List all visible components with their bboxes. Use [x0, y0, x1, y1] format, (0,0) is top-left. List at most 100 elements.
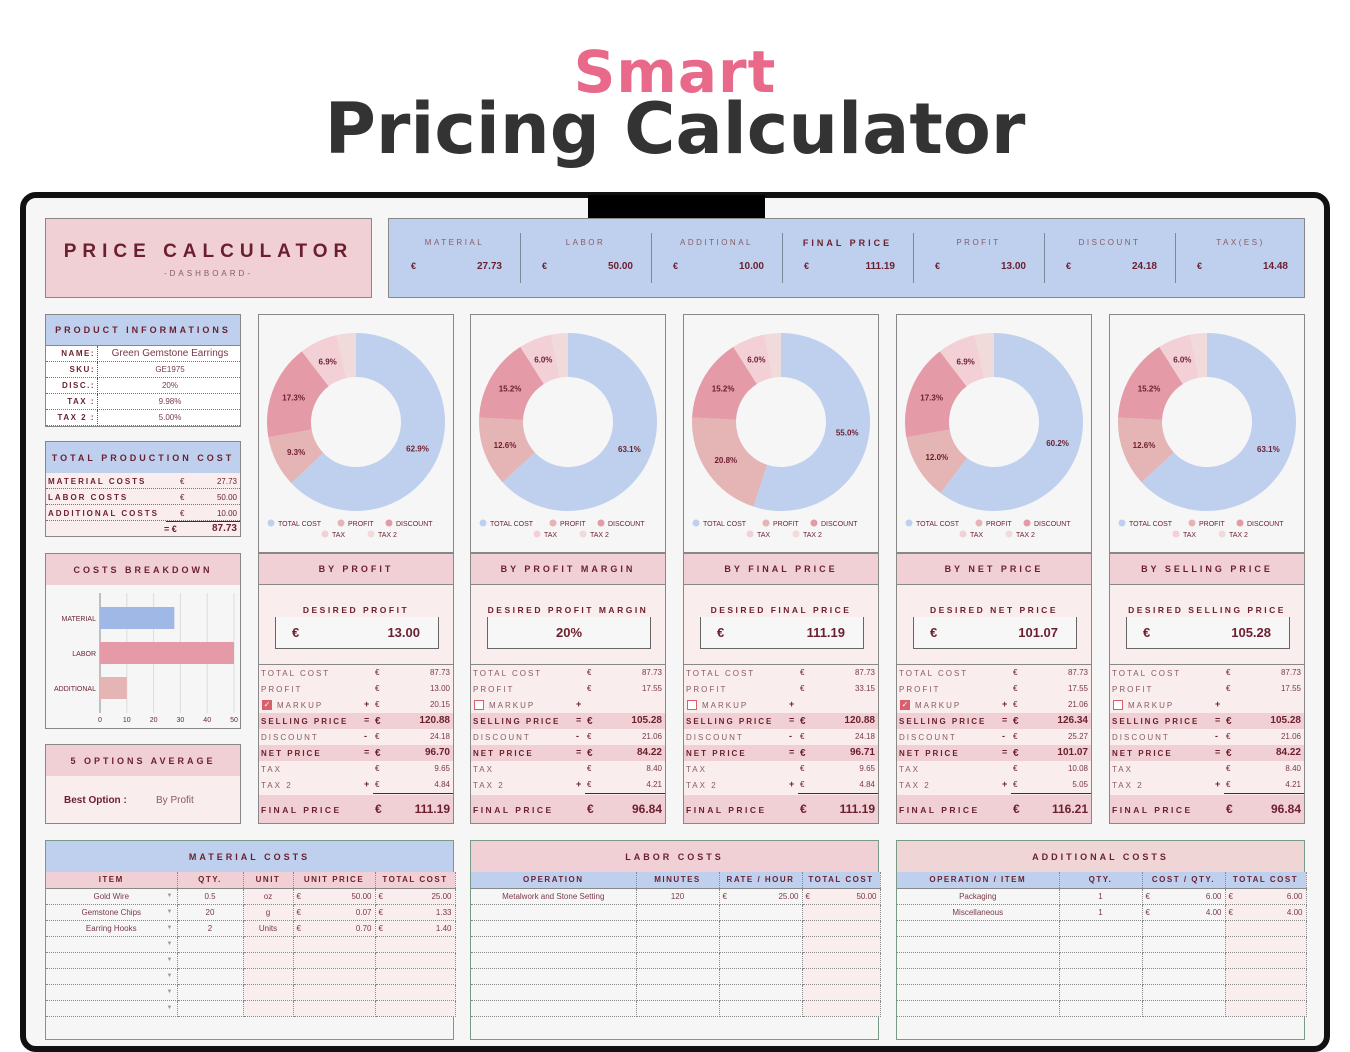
desired-value-input[interactable]: €13.00	[275, 617, 439, 649]
markup-checkbox-checked[interactable]: ✓	[900, 700, 910, 710]
table-cell[interactable]: ▼	[46, 968, 178, 985]
table-cell[interactable]	[375, 936, 456, 953]
table-cell[interactable]	[719, 936, 803, 953]
table-cell[interactable]	[375, 984, 456, 1001]
table-cell[interactable]: Units	[243, 920, 294, 937]
table-cell[interactable]	[636, 1000, 720, 1017]
table-cell[interactable]	[719, 984, 803, 1001]
table-cell[interactable]	[636, 952, 720, 969]
desired-value-input[interactable]: €101.07	[913, 617, 1077, 649]
markup-checkbox[interactable]	[474, 700, 484, 710]
table-cell[interactable]	[1142, 1000, 1226, 1017]
table-cell[interactable]	[802, 1000, 881, 1017]
table-cell[interactable]	[897, 984, 1060, 1001]
table-cell[interactable]	[1225, 920, 1307, 937]
table-cell[interactable]	[1142, 984, 1226, 1001]
dropdown-arrow-icon[interactable]: ▼	[166, 988, 173, 995]
table-cell[interactable]	[897, 920, 1060, 937]
table-cell[interactable]	[243, 984, 294, 1001]
table-cell[interactable]	[243, 952, 294, 969]
table-cell[interactable]	[1059, 920, 1143, 937]
table-cell[interactable]: €4.00	[1225, 904, 1307, 921]
table-cell[interactable]	[802, 968, 881, 985]
table-cell[interactable]	[636, 920, 720, 937]
table-cell[interactable]	[897, 936, 1060, 953]
table-cell[interactable]	[1059, 968, 1143, 985]
table-cell[interactable]	[1059, 1000, 1143, 1017]
table-cell[interactable]	[243, 1000, 294, 1017]
table-cell[interactable]: ▼	[46, 936, 178, 953]
table-cell[interactable]	[1225, 936, 1307, 953]
table-cell[interactable]: 120	[636, 888, 720, 905]
table-cell[interactable]	[719, 904, 803, 921]
table-cell[interactable]	[719, 1000, 803, 1017]
dropdown-arrow-icon[interactable]: ▼	[166, 908, 173, 915]
table-cell[interactable]	[1059, 952, 1143, 969]
table-cell[interactable]	[1142, 936, 1226, 953]
table-cell[interactable]	[719, 920, 803, 937]
table-cell[interactable]	[802, 936, 881, 953]
dropdown-arrow-icon[interactable]: ▼	[166, 972, 173, 979]
table-cell[interactable]	[1059, 936, 1143, 953]
table-cell[interactable]	[177, 968, 244, 985]
table-cell[interactable]	[471, 936, 637, 953]
table-cell[interactable]: ▼	[46, 1000, 178, 1017]
table-cell[interactable]: 0.5	[177, 888, 244, 905]
dropdown-arrow-icon[interactable]: ▼	[166, 892, 173, 899]
table-cell[interactable]: 1	[1059, 904, 1143, 921]
table-cell[interactable]	[802, 952, 881, 969]
table-cell[interactable]: €4.00	[1142, 904, 1226, 921]
dropdown-arrow-icon[interactable]: ▼	[166, 1004, 173, 1011]
table-cell[interactable]	[243, 968, 294, 985]
table-cell[interactable]	[471, 1000, 637, 1017]
table-cell[interactable]	[719, 952, 803, 969]
dropdown-arrow-icon[interactable]: ▼	[166, 956, 173, 963]
table-cell[interactable]	[375, 968, 456, 985]
table-cell[interactable]	[177, 936, 244, 953]
table-cell[interactable]: Earring Hooks ▼	[46, 920, 178, 937]
table-cell[interactable]	[719, 968, 803, 985]
table-cell[interactable]	[471, 968, 637, 985]
table-cell[interactable]: 1	[1059, 888, 1143, 905]
table-cell[interactable]: Miscellaneous	[897, 904, 1060, 921]
table-cell[interactable]	[802, 920, 881, 937]
table-cell[interactable]	[802, 904, 881, 921]
table-cell[interactable]	[897, 1000, 1060, 1017]
markup-checkbox-checked[interactable]: ✓	[262, 700, 272, 710]
table-cell[interactable]: 2	[177, 920, 244, 937]
table-cell[interactable]	[1225, 968, 1307, 985]
table-cell[interactable]: g	[243, 904, 294, 921]
table-cell[interactable]	[471, 952, 637, 969]
table-cell[interactable]	[802, 984, 881, 1001]
table-cell[interactable]	[1225, 984, 1307, 1001]
table-cell[interactable]	[636, 936, 720, 953]
table-cell[interactable]: ▼	[46, 952, 178, 969]
table-cell[interactable]	[471, 984, 637, 1001]
table-cell[interactable]: €25.00	[375, 888, 456, 905]
desired-value-input[interactable]: 20%	[487, 617, 651, 649]
table-cell[interactable]	[375, 1000, 456, 1017]
table-cell[interactable]: Gemstone Chips ▼	[46, 904, 178, 921]
table-cell[interactable]: Metalwork and Stone Setting	[471, 888, 637, 905]
dropdown-arrow-icon[interactable]: ▼	[166, 940, 173, 947]
table-cell[interactable]: €0.70	[293, 920, 376, 937]
dropdown-arrow-icon[interactable]: ▼	[166, 924, 173, 931]
desired-value-input[interactable]: €111.19	[700, 617, 864, 649]
table-cell[interactable]	[636, 984, 720, 1001]
table-cell[interactable]	[293, 984, 376, 1001]
table-cell[interactable]: Gold Wire ▼	[46, 888, 178, 905]
table-cell[interactable]: ▼	[46, 984, 178, 1001]
table-cell[interactable]: 20	[177, 904, 244, 921]
table-cell[interactable]	[897, 968, 1060, 985]
table-cell[interactable]: Packaging	[897, 888, 1060, 905]
desired-value-input[interactable]: €105.28	[1126, 617, 1290, 649]
table-cell[interactable]	[471, 904, 637, 921]
table-cell[interactable]	[897, 952, 1060, 969]
table-cell[interactable]	[1142, 920, 1226, 937]
table-cell[interactable]	[293, 952, 376, 969]
table-cell[interactable]	[471, 920, 637, 937]
table-cell[interactable]	[636, 968, 720, 985]
table-cell[interactable]: €50.00	[802, 888, 881, 905]
table-cell[interactable]: oz	[243, 888, 294, 905]
table-cell[interactable]	[636, 904, 720, 921]
